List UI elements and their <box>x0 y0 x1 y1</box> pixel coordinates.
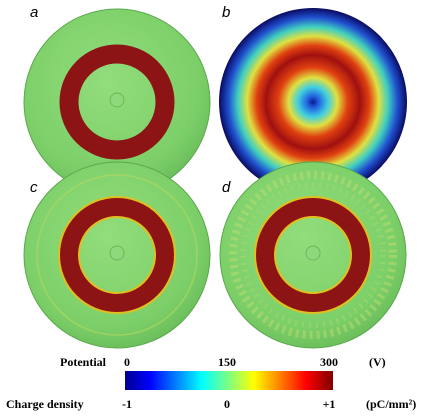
colorbar-title: Charge density <box>6 397 84 411</box>
panel-d <box>220 162 406 348</box>
colorbar <box>125 371 333 390</box>
unit: (pC/mm²) <box>366 397 416 411</box>
panel-label: d <box>222 179 231 196</box>
tick-label: -1 <box>122 397 132 411</box>
tick-label: 0 <box>224 397 230 411</box>
unit: (V) <box>369 355 386 369</box>
panel-label: a <box>30 4 38 21</box>
figure: a b c d Potential 0 150 300 (V) Charge d… <box>0 0 428 419</box>
colorbar-title: Potential <box>60 355 107 369</box>
panel-c <box>24 162 210 348</box>
tick-label: 150 <box>218 355 236 369</box>
tick-label: 0 <box>124 355 130 369</box>
tick-label: 300 <box>320 355 338 369</box>
tick-label: +1 <box>323 397 336 411</box>
panel-label: b <box>222 4 230 21</box>
panel-label: c <box>30 179 38 196</box>
